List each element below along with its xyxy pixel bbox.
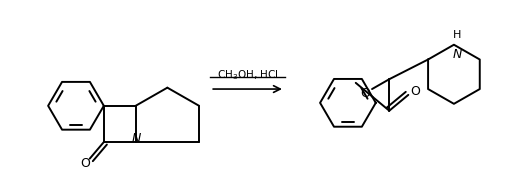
Text: H: H [453,30,461,40]
Text: O: O [360,87,371,100]
Text: N: N [132,132,141,145]
Text: CH$_3$OH, HCl: CH$_3$OH, HCl [217,68,279,82]
Text: O: O [80,157,90,170]
Text: O: O [410,85,420,98]
Text: N: N [452,48,462,61]
